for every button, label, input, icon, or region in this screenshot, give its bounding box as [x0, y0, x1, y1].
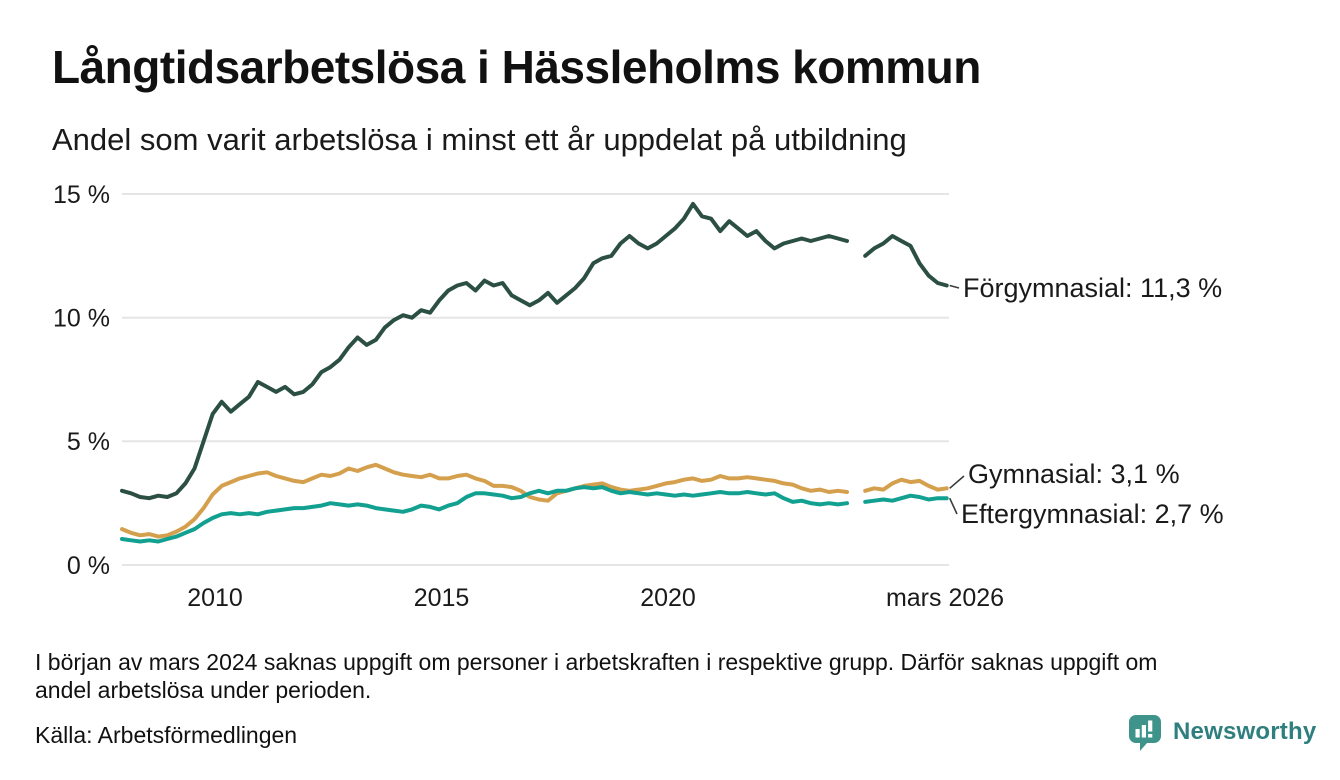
line-chart: 15 % 10 % 5 % 0 % 2010 2015 2020 mars 20… [53, 181, 1224, 612]
footnote-line-1: I början av mars 2024 saknas uppgift om … [35, 649, 1158, 675]
y-tick-5: 5 % [67, 428, 110, 456]
x-tick-mars-2026: mars 2026 [886, 584, 1004, 612]
newsworthy-logo: Newsworthy [1126, 712, 1316, 752]
y-tick-10: 10 % [53, 305, 110, 333]
y-axis: 15 % 10 % 5 % 0 % [53, 181, 110, 580]
footnote-line-2: andel arbetslösa under perioden. [35, 676, 372, 703]
series-lines [120, 201, 965, 544]
series-line-eftergymnasial [120, 485, 849, 544]
x-tick-2010: 2010 [187, 584, 243, 612]
source-text: Källa: Arbetsförmedlingen [35, 722, 298, 748]
y-tick-15: 15 % [53, 181, 110, 209]
y-tick-0: 0 % [67, 552, 110, 580]
series-line-gymnasial [863, 477, 949, 493]
newsworthy-logo-icon [1129, 715, 1161, 751]
series-label-gymnasial: Gymnasial: 3,1 % [968, 459, 1180, 489]
leader-line-gymnasial [949, 475, 965, 489]
series-end-labels: Förgymnasial: 11,3 % Gymnasial: 3,1 % Ef… [961, 273, 1224, 529]
leader-line-förgymnasial [949, 284, 960, 289]
footnote: I början av mars 2024 saknas uppgift om … [35, 649, 1157, 704]
series-label-forgymnasial: Förgymnasial: 11,3 % [963, 273, 1222, 303]
page-subtitle: Andel som varit arbetslösa i minst ett å… [52, 122, 907, 157]
x-tick-2015: 2015 [414, 584, 470, 612]
gridlines [122, 193, 949, 566]
series-label-eftergymnasial: Eftergymnasial: 2,7 % [961, 499, 1224, 529]
page-title: Långtidsarbetslösa i Hässleholms kommun [52, 41, 981, 93]
series-line-förgymnasial [863, 234, 949, 288]
series-line-eftergymnasial [863, 493, 949, 504]
x-tick-2020: 2020 [640, 584, 696, 612]
series-line-gymnasial [120, 462, 849, 539]
x-axis: 2010 2015 2020 mars 2026 [187, 584, 1004, 612]
newsworthy-logo-text: Newsworthy [1173, 718, 1317, 745]
leader-line-eftergymnasial [948, 497, 958, 515]
series-line-förgymnasial [120, 201, 849, 501]
